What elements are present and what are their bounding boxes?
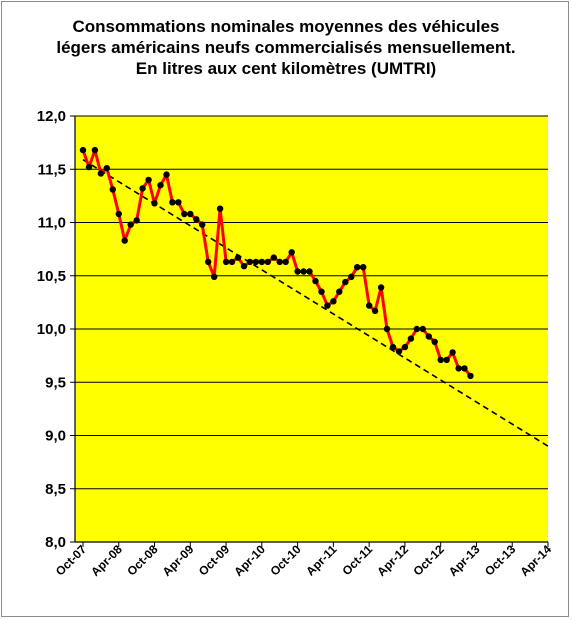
data-point	[348, 273, 355, 280]
y-tick-label: 12,0	[37, 108, 66, 125]
y-tick-label: 8,0	[45, 534, 66, 551]
y-tick-label: 11,5	[38, 161, 66, 178]
data-point	[324, 302, 331, 309]
data-point	[300, 268, 307, 275]
data-point	[258, 258, 265, 266]
data-point	[127, 221, 134, 228]
data-point	[109, 186, 117, 193]
data-point	[342, 278, 349, 286]
data-point	[407, 335, 415, 342]
data-point	[193, 216, 200, 223]
data-point	[187, 210, 194, 218]
data-point	[282, 258, 289, 266]
data-point	[91, 146, 99, 154]
data-point	[97, 170, 105, 177]
x-tick-label: Oct-08	[124, 542, 161, 579]
data-point	[455, 365, 462, 372]
data-point	[163, 171, 170, 178]
x-tick-label: Apr-12	[374, 542, 411, 579]
data-point	[312, 277, 319, 285]
data-point	[395, 348, 403, 355]
data-point	[133, 217, 140, 224]
gridlines	[75, 115, 548, 490]
data-point	[461, 365, 468, 372]
y-tick-label: 10,5	[37, 268, 66, 285]
data-point	[437, 356, 444, 364]
data-point	[318, 288, 325, 295]
data-point	[431, 338, 438, 345]
data-point	[175, 199, 182, 206]
data-point	[443, 356, 450, 364]
data-point	[121, 237, 128, 244]
y-tick-label: 11,0	[38, 215, 66, 232]
data-point	[222, 258, 230, 266]
data-point	[276, 258, 283, 266]
data-point	[360, 264, 367, 271]
y-tick-label: 9,5	[45, 374, 66, 391]
data-point	[157, 182, 164, 189]
chart-title-line-3: En litres aux cent kilomètres (UMTRI)	[135, 59, 437, 78]
x-tick-label: Apr-10	[231, 542, 268, 579]
x-tick-label: Oct-09	[196, 542, 233, 579]
data-point	[151, 200, 158, 207]
data-point	[371, 307, 379, 315]
data-point	[288, 249, 295, 256]
x-tick-label: Oct-11	[339, 542, 375, 578]
data-point	[294, 268, 301, 275]
x-tick-label: Apr-13	[446, 542, 483, 579]
data-point	[270, 254, 277, 261]
data-point	[103, 165, 111, 172]
data-point	[181, 210, 188, 218]
data-point	[252, 258, 260, 266]
x-tick-label: Oct-12	[410, 542, 447, 579]
x-tick-label: Apr-14	[517, 542, 554, 579]
data-point	[216, 205, 224, 212]
data-point	[199, 221, 206, 228]
y-axis-ticks: 12,0 11,5 11,0 10,5 10,0 9,5 9,0 8,5 8,0	[37, 108, 75, 551]
data-point	[413, 325, 420, 333]
data-point	[211, 273, 218, 280]
data-point	[169, 199, 176, 206]
data-point	[115, 210, 123, 218]
data-point	[228, 258, 236, 266]
data-point	[366, 302, 373, 309]
data-point	[336, 288, 343, 295]
data-point	[383, 325, 391, 333]
data-point	[264, 258, 271, 266]
data-point	[354, 264, 361, 271]
chart-title: Consommations nominales moyennes des véh…	[0, 16, 572, 79]
data-point	[234, 254, 242, 261]
data-point	[449, 349, 456, 356]
data-point	[306, 268, 313, 275]
x-tick-label: Oct-10	[267, 542, 304, 579]
data-point	[85, 163, 93, 171]
x-tick-label: Apr-08	[88, 542, 125, 579]
chart-title-line-2: légers américains neufs commercialisés m…	[56, 38, 516, 57]
x-tick-label: Oct-13	[482, 542, 519, 579]
data-point	[425, 333, 432, 340]
data-point	[240, 263, 248, 270]
x-tick-label: Apr-09	[160, 542, 197, 579]
data-point	[330, 298, 337, 305]
data-point	[467, 372, 474, 380]
x-tick-label: Apr-11	[303, 542, 340, 579]
data-point	[377, 284, 385, 291]
data-point	[401, 343, 409, 351]
trend-line	[82, 158, 549, 447]
y-tick-label: 9,0	[45, 428, 66, 445]
data-point	[246, 258, 254, 266]
data-point	[389, 343, 397, 351]
data-point	[205, 258, 212, 266]
data-point	[419, 325, 426, 333]
data-point	[139, 185, 146, 192]
chart-title-line-1: Consommations nominales moyennes des véh…	[72, 17, 500, 36]
data-point	[79, 146, 87, 154]
y-tick-label: 10,0	[37, 321, 66, 338]
trend-line-segment	[82, 158, 549, 447]
series-markers	[79, 146, 474, 380]
data-point	[145, 176, 152, 184]
y-tick-label: 8,5	[45, 481, 66, 498]
